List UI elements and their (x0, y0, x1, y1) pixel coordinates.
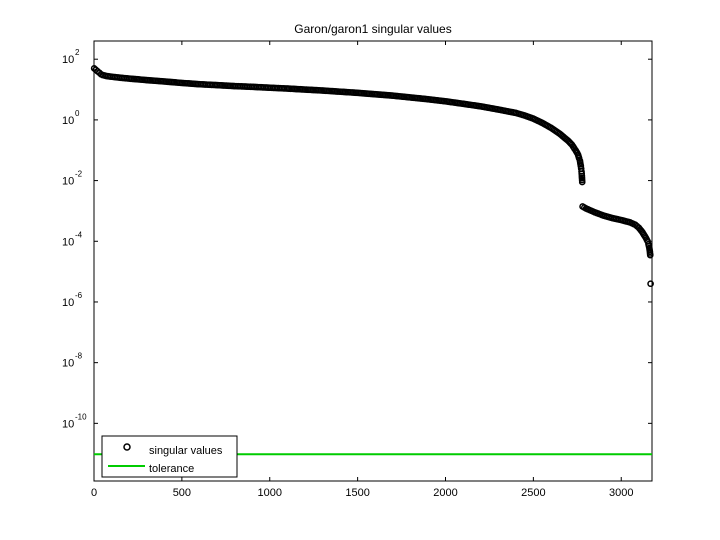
x-tick-label: 1500 (345, 487, 369, 499)
x-tick-label: 0 (91, 487, 97, 499)
data-point (578, 170, 586, 178)
x-tick-label: 2500 (521, 487, 545, 499)
legend-box (101, 435, 238, 478)
chart-title: Garon/garon1 singular values (294, 22, 451, 36)
x-tick-label: 500 (173, 487, 191, 499)
x-tick-label: 2000 (433, 487, 457, 499)
data-point (646, 251, 654, 259)
y-tick-exponent: -2 (75, 170, 83, 179)
x-tick-label: 1000 (258, 487, 282, 499)
singular-values-series (90, 64, 654, 288)
y-tick-exponent: 0 (75, 109, 80, 118)
legend-label-singular-values: singular values (149, 445, 223, 457)
y-tick-label: 10 (62, 297, 74, 309)
plot-frame (93, 40, 653, 482)
y-tick-exponent: 2 (75, 48, 80, 57)
y-tick-exponent: -4 (75, 230, 83, 239)
y-tick-exponent: -6 (75, 291, 83, 300)
y-tick-label: 10 (62, 418, 74, 430)
y-tick-label: 10 (62, 236, 74, 248)
y-tick-label: 10 (62, 115, 74, 127)
y-tick-label: 10 (62, 176, 74, 188)
data-point (647, 280, 654, 288)
legend-label-tolerance: tolerance (149, 463, 194, 475)
y-tick-exponent: -8 (75, 352, 83, 361)
legend: singular values tolerance (101, 435, 238, 478)
x-tick-label: 3000 (609, 487, 633, 499)
data-point (578, 178, 586, 186)
legend-marker-singular-values (123, 443, 131, 451)
y-tick-label: 10 (62, 358, 74, 370)
y-tick-exponent: -10 (75, 412, 87, 421)
y-tick-label: 10 (62, 54, 74, 66)
plot-area (93, 40, 653, 482)
x-axis: 0 500 1000 1500 2000 2500 3000 (91, 41, 633, 499)
